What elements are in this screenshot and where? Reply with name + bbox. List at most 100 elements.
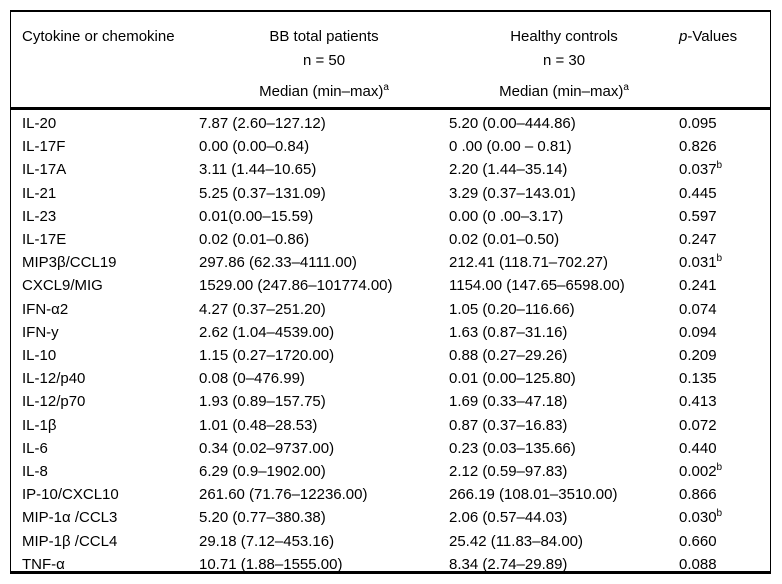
- p-value-text: 0.209: [679, 347, 717, 365]
- footnote-a-marker: a: [623, 82, 629, 93]
- healthy-controls-value: 0.02 (0.01–0.50): [449, 231, 560, 249]
- p-value: 0.209: [679, 344, 770, 367]
- table-row: IFN-α2 4.27 (0.37–251.20) 1.05 (0.20–116.6…: [11, 298, 770, 321]
- p-value-text: 0.413: [679, 393, 717, 411]
- p-value-text: 0.597: [679, 207, 717, 225]
- footnote-b-marker: b: [716, 160, 723, 172]
- header-p-values: p-Values: [679, 12, 770, 45]
- p-value-text: 0.135: [679, 370, 717, 388]
- cytokine-name: IFN-y: [22, 323, 59, 341]
- p-value: 0.413: [679, 390, 770, 413]
- healthy-controls-value: 5.20 (0.00–444.86): [449, 115, 576, 132]
- p-value: 0.030b: [679, 506, 770, 529]
- p-value: 0.088: [679, 553, 770, 576]
- healthy-controls-value: 0.88 (0.27–29.26): [449, 347, 568, 365]
- bb-patients-value: 1529.00 (247.86–101774.00): [199, 277, 393, 295]
- p-value: 0.094: [679, 321, 770, 344]
- healthy-controls-value: 1.05 (0.20–116.66): [449, 300, 575, 318]
- bb-patients-value: 2.62 (1.04–4539.00): [199, 323, 335, 341]
- header-median-row: Median (min–max)a Median (min–max)a: [11, 76, 770, 109]
- bb-patients-value: 1.93 (0.89–157.75): [199, 393, 326, 411]
- bb-patients-value: 4.27 (0.37–251.20): [199, 300, 326, 318]
- bb-patients-value: 297.86 (62.33–4111.00): [199, 254, 357, 272]
- bb-patients-value: 6.29 (0.9–1902.00): [199, 463, 326, 481]
- table-row: IL-8 6.29 (0.9–1902.00) 2.12 (0.59–97.83) 0…: [11, 460, 770, 483]
- header-empty-cell: [11, 45, 199, 76]
- header-healthy-controls: Healthy controls: [510, 28, 618, 45]
- cytokine-name: IL-23: [22, 207, 57, 225]
- bb-patients-value: 1.01 (0.48–28.53): [199, 416, 318, 434]
- header-n-controls: n = 30: [542, 52, 586, 69]
- bb-patients-value: 3.11 (1.44–10.65): [199, 161, 317, 179]
- cytokine-name: IL-6: [22, 439, 48, 457]
- cytokine-name: TNF-α: [22, 555, 65, 573]
- healthy-controls-value: 3.29 (0.37–143.01): [449, 184, 576, 202]
- cytokine-name: MIP3β/CCL19: [22, 254, 117, 272]
- healthy-controls-value: 0.23 (0.03–135.66): [449, 439, 576, 457]
- cytokine-name: CXCL9/MIG: [22, 277, 103, 295]
- p-value-text: 0.095: [679, 115, 717, 132]
- p-value: 0.440: [679, 437, 770, 460]
- healthy-controls-value: 1154.00 (147.65–6598.00): [449, 277, 625, 295]
- table-row: MIP-1β /CCL4 29.18 (7.12–453.16) 25.42 (11…: [11, 530, 770, 553]
- p-value-text: 0.037: [679, 161, 717, 179]
- p-value-text: 0.660: [679, 532, 717, 550]
- cytokine-name: IL-20: [22, 115, 57, 132]
- table-row: MIP-1α /CCL3 5.20 (0.77–380.38) 2.06 (0.57…: [11, 506, 770, 529]
- cytokine-name: IL-17A: [22, 161, 67, 179]
- bb-patients-value: 0.00 (0.00–0.84): [199, 138, 310, 156]
- cytokine-name: IL-12/p70: [22, 393, 86, 411]
- p-value: 0.072: [679, 414, 770, 437]
- header-bb-total-patients: BB total patients: [269, 28, 379, 45]
- p-value: 0.095: [679, 109, 770, 136]
- healthy-controls-value: 266.19 (108.01–3510.00): [449, 486, 618, 504]
- p-value-text: 0.440: [679, 439, 717, 457]
- p-value-text: 0.088: [679, 555, 717, 573]
- cytokine-name: IL-1β: [22, 416, 57, 434]
- table-row: TNF-α 10.71 (1.88–1555.00) 8.34 (2.74–29.8…: [11, 553, 770, 576]
- table-header: Cytokine or chemokine BB total patients …: [11, 12, 770, 109]
- healthy-controls-value: 2.20 (1.44–35.14): [449, 161, 568, 179]
- cytokine-name: IL-10: [22, 347, 57, 365]
- table-row: IL-21 5.25 (0.37–131.09) 3.29 (0.37–143.01…: [11, 182, 770, 205]
- table-row: IL-12/p40 0.08 (0–476.99) 0.01 (0.00–125.8…: [11, 367, 770, 390]
- cytokine-comparison-table: Cytokine or chemokine BB total patients …: [11, 12, 770, 576]
- table-row: IFN-y 2.62 (1.04–4539.00) 1.63 (0.87–31.16…: [11, 321, 770, 344]
- p-value: 0.241: [679, 274, 770, 297]
- table-row: IL-17E 0.02 (0.01–0.86) 0.02 (0.01–0.50) 0.…: [11, 228, 770, 251]
- p-value-text: 0.074: [679, 300, 717, 318]
- cytokine-name: IP-10/CXCL10: [22, 486, 119, 504]
- table-row: IL-10 1.15 (0.27–1720.00) 0.88 (0.27–29.26…: [11, 344, 770, 367]
- median-label: Median (min–max): [499, 83, 624, 100]
- healthy-controls-value: 8.34 (2.74–29.89): [449, 555, 568, 573]
- bb-patients-value: 10.71 (1.88–1555.00): [199, 555, 343, 573]
- header-empty-cell: [679, 45, 770, 76]
- p-value-text: 0.072: [679, 416, 717, 434]
- table-row: IL-12/p70 1.93 (0.89–157.75) 1.69 (0.33–47…: [11, 390, 770, 413]
- median-label: Median (min–max): [259, 83, 384, 100]
- p-value-text: 0.247: [679, 231, 717, 249]
- p-value-text: 0.030: [679, 509, 717, 527]
- table-row: CXCL9/MIG 1529.00 (247.86–101774.00) 1154.…: [11, 274, 770, 297]
- healthy-controls-value: 212.41 (118.71–702.27): [449, 254, 609, 272]
- p-value-text: 0.002: [679, 463, 717, 481]
- table-row: IL-17F 0.00 (0.00–0.84) 0 .00 (0.00 – 0.81…: [11, 135, 770, 158]
- cytokine-name: MIP-1α /CCL3: [22, 509, 118, 527]
- bb-patients-value: 0.02 (0.01–0.86): [199, 231, 310, 249]
- healthy-controls-value: 0 .00 (0.00 – 0.81): [449, 138, 572, 156]
- header-median-controls: Median (min–max)a: [449, 76, 679, 109]
- healthy-controls-value: 2.06 (0.57–44.03): [449, 509, 568, 527]
- p-value: 0.660: [679, 530, 770, 553]
- healthy-controls-value: 0.01 (0.00–125.80): [449, 370, 576, 388]
- bb-patients-value: 5.20 (0.77–380.38): [199, 509, 326, 527]
- table-row: IL-6 0.34 (0.02–9737.00) 0.23 (0.03–135.66…: [11, 437, 770, 460]
- table-row: MIP3β/CCL19 297.86 (62.33–4111.00) 212.41 …: [11, 251, 770, 274]
- p-value: 0.445: [679, 182, 770, 205]
- healthy-controls-value: 0.00 (0 .00–3.17): [449, 207, 564, 225]
- footnote-b-marker: b: [716, 462, 723, 474]
- table-row: IL-1β 1.01 (0.48–28.53) 0.87 (0.37–16.83) 0…: [11, 414, 770, 437]
- healthy-controls-value: 1.63 (0.87–31.16): [449, 323, 568, 341]
- p-value: 0.826: [679, 135, 770, 158]
- bb-patients-value: 7.87 (2.60–127.12): [199, 115, 326, 132]
- healthy-controls-value: 2.12 (0.59–97.83): [449, 463, 568, 481]
